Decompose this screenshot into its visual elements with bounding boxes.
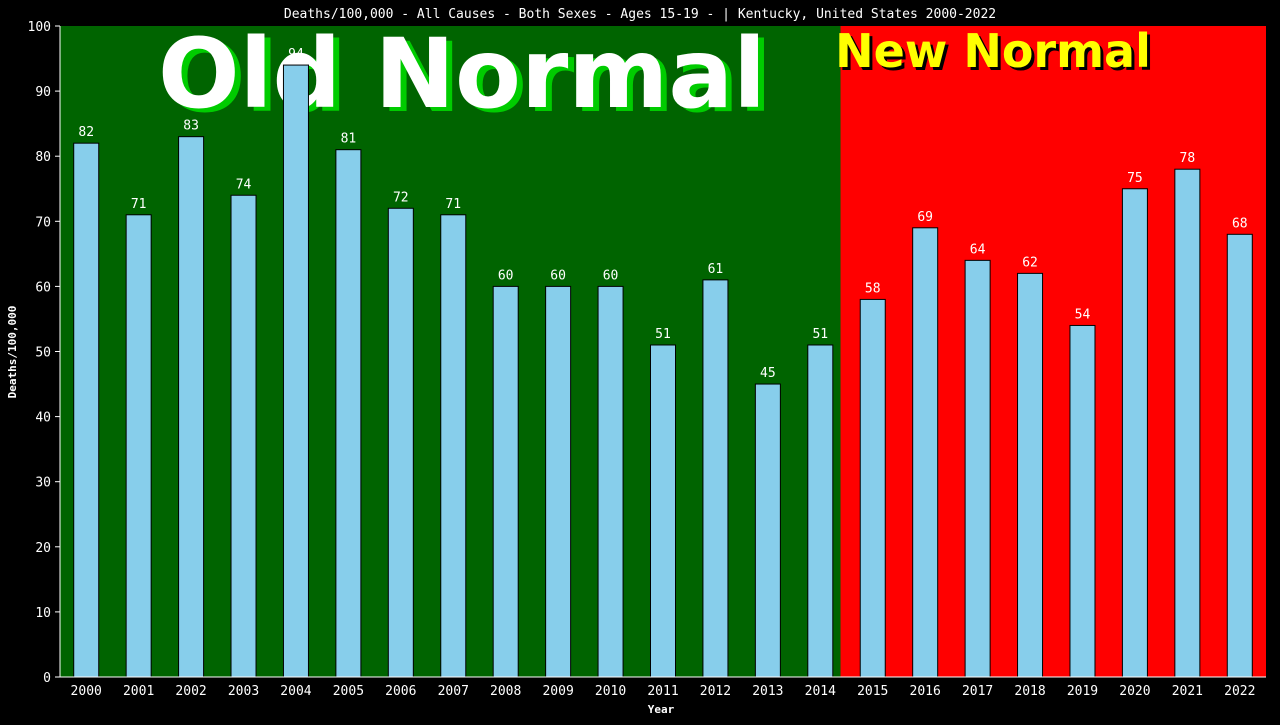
bar-value-label: 71 [131,197,147,212]
bar [1174,168,1201,678]
x-tick-label: 2012 [700,684,731,699]
x-tick-label: 2009 [542,684,573,699]
bar [807,344,834,678]
x-tick-label: 2011 [647,684,678,699]
y-tick-label: 20 [35,541,51,556]
bar-value-label: 45 [760,366,776,381]
bar [282,64,309,678]
bar [702,279,729,678]
x-tick-label: 2008 [490,684,521,699]
x-tick-label: 2015 [857,684,888,699]
x-tick-label: 2014 [805,684,836,699]
bar-value-label: 75 [1127,171,1143,186]
x-tick-label: 2013 [752,684,783,699]
bar-value-label: 58 [865,281,881,296]
bar [178,136,205,678]
y-tick-label: 60 [35,280,51,295]
era-label-shadow: New Normal [838,27,1154,81]
era-label-old-normal: Old Normal [158,18,766,130]
bar-value-label: 61 [708,262,724,277]
era-region-2 [840,26,1266,677]
x-tick-label: 2003 [228,684,259,699]
bar [492,285,519,678]
y-tick-label: 70 [35,215,51,230]
bar-value-label: 82 [78,125,94,140]
x-tick-label: 2018 [1014,684,1045,699]
bar-value-label: 71 [445,197,461,212]
x-tick-label: 2020 [1119,684,1150,699]
y-tick-label: 10 [35,606,51,621]
y-tick-label: 100 [28,20,51,35]
bar [545,285,572,678]
x-tick-label: 2000 [71,684,102,699]
bar [335,149,362,678]
bar-value-label: 81 [341,132,357,147]
bar-value-label: 83 [183,119,199,134]
x-axis-title: Year [648,703,675,716]
x-tick-label: 2016 [910,684,941,699]
bar [1017,272,1044,678]
y-tick-label: 40 [35,411,51,426]
era-label-shadow: Old Normal [164,22,772,134]
y-axis-title: Deaths/100,000 [6,306,19,399]
bar-value-label: 78 [1180,151,1196,166]
y-tick-label: 80 [35,150,51,165]
x-tick-label: 2007 [438,684,469,699]
x-tick-label: 2002 [175,684,206,699]
bar-value-label: 69 [917,210,933,225]
y-tick-label: 90 [35,85,51,100]
bar [964,259,991,678]
bar [230,194,257,678]
bar [73,142,100,678]
era-label-new-normal: New Normal [835,24,1151,78]
x-tick-label: 2006 [385,684,416,699]
bar [754,383,781,678]
bar-value-label: 72 [393,190,409,205]
bar-value-label: 60 [550,268,566,283]
bar-value-label: 54 [1075,307,1091,322]
bar-value-label: 62 [1022,255,1038,270]
x-tick-label: 2019 [1067,684,1098,699]
bar [440,214,467,678]
bar [597,285,624,678]
x-tick-label: 2017 [962,684,993,699]
x-tick-label: 2005 [333,684,364,699]
x-tick-label: 2004 [280,684,311,699]
bars-layer: 82 71 83 74 94 81 72 71 60 60 60 51 61 45 51 58 69 64 62 54… [73,47,1253,678]
bar [1226,233,1253,678]
bar [387,207,414,678]
bar-value-label: 64 [970,242,986,257]
x-tick-label: 2001 [123,684,154,699]
x-tick-label: 2010 [595,684,626,699]
bar [912,227,939,678]
axes-layer: 2000 2001 2002 2003 2004 2005 2006 2007 2008 2009… [28,20,1266,699]
bar-value-label: 68 [1232,216,1248,231]
bar-value-label: 94 [288,47,304,62]
bar-value-label: 74 [236,177,252,192]
x-tick-label: 2021 [1172,684,1203,699]
y-tick-label: 0 [43,671,51,686]
bar [859,298,886,678]
x-tick-label: 2022 [1224,684,1255,699]
y-tick-label: 30 [35,476,51,491]
bar-value-label: 60 [498,268,514,283]
chart-title: Deaths/100,000 - All Causes - Both Sexes… [284,7,996,22]
bar [1121,188,1148,678]
bar-value-label: 60 [603,268,619,283]
bar-value-label: 51 [655,327,671,342]
bar [1069,324,1096,678]
y-tick-label: 50 [35,346,51,361]
bar [125,214,152,678]
bar-value-label: 51 [812,327,828,342]
bar [650,344,676,678]
